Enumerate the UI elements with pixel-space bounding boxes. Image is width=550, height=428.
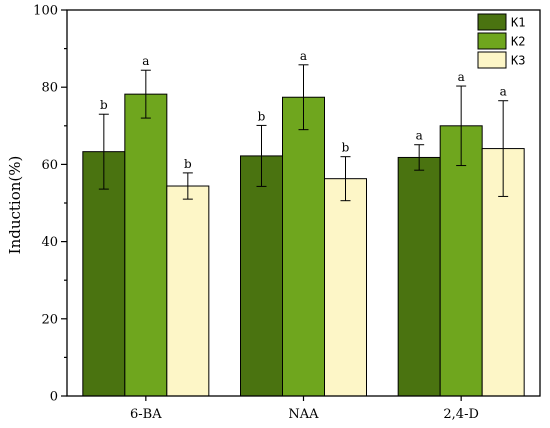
significance-label: b	[184, 157, 192, 171]
error-bar	[498, 100, 509, 197]
y-tick-label: 80	[41, 81, 58, 96]
error-bar	[456, 85, 467, 167]
x-tick-label: NAA	[288, 407, 319, 422]
bar-k3-6ba	[166, 185, 210, 397]
y-tick-label: 0	[50, 390, 58, 405]
bar-k1-24d	[397, 156, 441, 397]
legend-label: K3	[511, 54, 525, 68]
legend-label: K1	[511, 16, 525, 30]
bar-k1-naa	[240, 155, 283, 397]
legend-item-k3: K3	[477, 51, 525, 69]
error-bar	[340, 156, 351, 202]
bar-k3-naa	[324, 178, 367, 397]
legend-item-k2: K2	[477, 32, 525, 50]
legend-swatch	[477, 51, 507, 69]
x-tick-label: 2,4-D	[443, 407, 479, 422]
error-bar	[414, 144, 425, 171]
bar-k2-6ba	[124, 93, 168, 397]
legend-label: K2	[511, 35, 525, 49]
bar-k2-naa	[282, 96, 325, 397]
y-tick-label: 20	[41, 312, 58, 327]
legend: K1 K2 K3	[477, 13, 525, 69]
bar-k2-24d	[439, 125, 483, 397]
significance-label: a	[300, 49, 307, 63]
error-bar	[256, 124, 267, 187]
significance-label: b	[342, 141, 350, 155]
error-bar	[98, 113, 109, 190]
bars-layer: b a b b a b a a a	[82, 49, 525, 397]
significance-label: a	[416, 129, 423, 143]
significance-label: a	[458, 70, 465, 84]
error-bar	[140, 69, 151, 119]
significance-label: b	[100, 98, 108, 112]
significance-label: a	[142, 54, 149, 68]
significance-label: a	[500, 85, 507, 99]
error-bar	[182, 172, 193, 200]
y-tick-label: 40	[41, 235, 58, 250]
legend-swatch	[477, 32, 507, 50]
y-axis-label: Induction(%)	[6, 156, 24, 255]
y-tick-label: 100	[33, 4, 58, 19]
y-tick-label: 60	[41, 158, 58, 173]
x-tick-label: 6-BA	[130, 407, 162, 422]
bar-k1-6ba	[82, 151, 126, 397]
legend-swatch	[477, 13, 507, 31]
significance-label: b	[258, 109, 266, 123]
error-bar	[298, 64, 309, 131]
legend-item-k1: K1	[477, 13, 525, 31]
axes-layer: 0 20 40 60 80 100 6-BA NAA 2,4-D	[33, 4, 541, 422]
